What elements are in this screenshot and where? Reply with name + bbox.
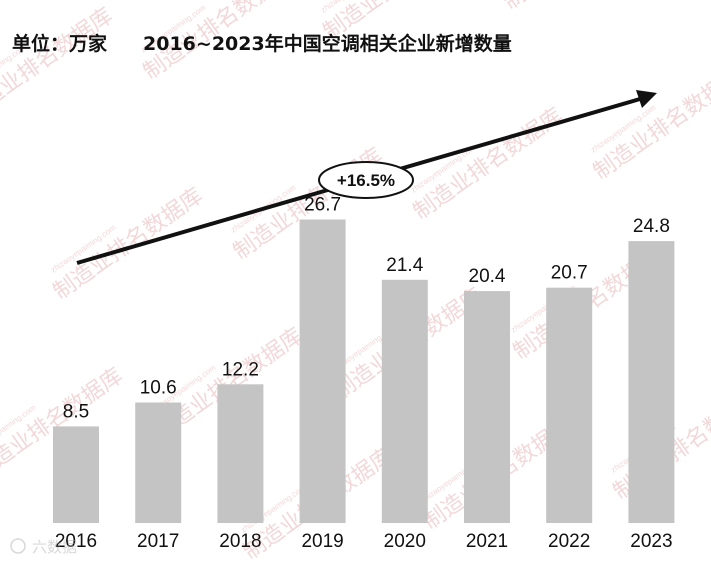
source-logo: 六数据: [10, 538, 77, 556]
bars-group: [53, 219, 675, 523]
watermark-text: 制造业排名数据库: [409, 103, 568, 224]
chart-title: 2016~2023年中国空调相关企业新增数量: [143, 32, 512, 55]
growth-ellipse: [318, 161, 414, 199]
unit-label: 单位：万家: [12, 32, 108, 55]
source-icon: [10, 538, 26, 554]
x-tick-2016: 2016: [55, 531, 97, 552]
chart-header: 单位：万家 2016~2023年中国空调相关企业新增数量: [12, 28, 512, 56]
bar-2020: [381, 279, 428, 523]
bar-2016: [53, 426, 99, 523]
bar-2019: [299, 219, 346, 523]
bar-2018: [217, 384, 264, 523]
watermark-text: 制造业排名数据库: [49, 183, 208, 304]
watermark-text: 制造业排名数据库: [0, 3, 118, 124]
value-label-2019: 26.7: [304, 195, 341, 216]
x-tick-2021: 2021: [466, 531, 508, 552]
x-tick-2023: 2023: [630, 531, 672, 552]
x-tick-2017: 2017: [137, 531, 179, 552]
x-tick-labels-group: 2016 2017 2018 2019 2020 2021 2022 2023: [55, 531, 673, 552]
trend-annotation: +16.5%: [76, 90, 657, 265]
source-text: 六数据: [32, 538, 77, 556]
bar-2017: [135, 402, 182, 523]
value-label-2021: 20.4: [469, 266, 506, 287]
bar-2021: [464, 291, 510, 523]
x-tick-2019: 2019: [301, 531, 343, 552]
value-label-2016: 8.5: [63, 401, 89, 422]
watermark-text: 制造业排名数据库: [499, 0, 658, 15]
value-label-2023: 24.8: [633, 216, 670, 237]
growth-label: +16.5%: [337, 171, 395, 190]
bar-2022: [546, 287, 593, 523]
x-tick-2018: 2018: [219, 531, 261, 552]
source-mark: 六数据: [10, 538, 77, 556]
x-tick-2022: 2022: [548, 531, 590, 552]
value-label-2018: 12.2: [222, 359, 259, 380]
value-label-2022: 20.7: [551, 263, 588, 284]
value-label-2017: 10.6: [140, 378, 177, 399]
bar-2023: [628, 241, 675, 523]
watermark-text: 制造业排名数据库: [589, 63, 711, 184]
trend-arrow-head: [636, 90, 657, 108]
x-tick-2020: 2020: [384, 531, 426, 552]
value-labels-group: 8.5 10.6 12.2 26.7 21.4 20.4 20.7 24.8: [63, 195, 670, 423]
value-label-2020: 21.4: [386, 255, 423, 276]
